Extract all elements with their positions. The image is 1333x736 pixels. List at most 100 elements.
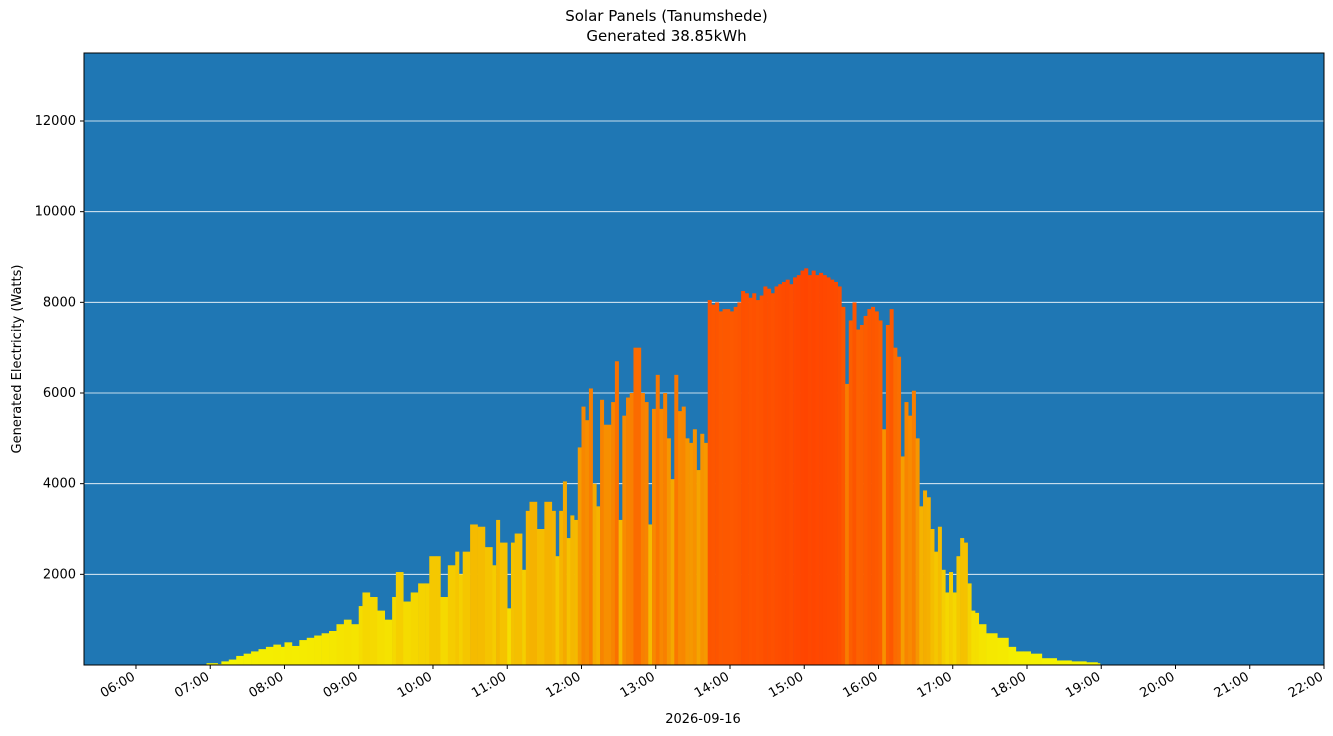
generation-bar [978, 624, 987, 665]
generation-bar [874, 311, 879, 665]
bars-group [206, 268, 1101, 665]
generation-bar [492, 565, 497, 665]
generation-bar [585, 420, 590, 665]
generation-bar [496, 519, 501, 665]
generation-bar [826, 277, 831, 665]
generation-bar [392, 597, 397, 665]
generation-bar [804, 268, 809, 665]
generation-bar [863, 315, 868, 665]
generation-bar [377, 610, 386, 665]
generation-bar [830, 279, 835, 665]
generation-bar [885, 325, 890, 665]
generation-bar [678, 411, 683, 665]
generation-bar [949, 572, 954, 665]
generation-bar [718, 311, 723, 665]
generation-bar [622, 415, 627, 665]
generation-bar [306, 637, 315, 665]
generation-bar [369, 597, 378, 665]
generation-bar [986, 633, 998, 665]
generation-bar [937, 526, 942, 665]
generation-bar [1097, 663, 1101, 665]
chart-title: Solar Panels (Tanumshede) [565, 7, 768, 25]
generation-bar [440, 597, 449, 665]
generation-bar [741, 291, 746, 665]
generation-bar [841, 306, 846, 665]
generation-bar [945, 592, 950, 665]
generation-bar [425, 583, 430, 665]
generation-bar [904, 402, 909, 665]
generation-bar [889, 309, 894, 665]
generation-bar [351, 624, 360, 665]
generation-bar [833, 281, 838, 665]
generation-bar [236, 655, 244, 665]
generation-bar [781, 281, 786, 665]
generation-bar [529, 501, 538, 665]
generation-bar [789, 284, 794, 665]
x-tick-label: 12:00 [544, 669, 584, 701]
plot-frame [83, 52, 1325, 666]
generation-bar [659, 408, 664, 665]
generation-bar [770, 293, 775, 665]
x-tick-label: 10:00 [395, 669, 435, 701]
generation-bar [577, 447, 582, 665]
generation-bar [1030, 653, 1043, 665]
generation-bar [763, 286, 768, 665]
generation-bar [581, 406, 586, 665]
generation-bar [280, 646, 285, 665]
generation-bar [600, 399, 605, 665]
generation-bar [470, 524, 478, 665]
generation-bar [596, 506, 601, 665]
generation-bar [837, 286, 842, 665]
generation-bar [822, 275, 827, 665]
generation-bar [897, 356, 902, 665]
x-tick-label: 08:00 [247, 669, 287, 701]
generation-bar [807, 275, 812, 665]
y-axis: 2000 4000 6000 8000 10000 12000 [35, 114, 84, 582]
generation-bar [729, 311, 735, 665]
generation-bar [544, 501, 553, 665]
generation-bar [522, 569, 527, 665]
generation-bar [273, 644, 282, 665]
y-tick-label: 2000 [43, 567, 76, 582]
generation-bar [514, 533, 523, 665]
generation-bar [908, 415, 913, 665]
generation-bar [926, 497, 931, 665]
generation-bar [652, 408, 657, 665]
generation-bar [284, 642, 293, 665]
generation-bar [633, 347, 642, 665]
generation-bar [525, 510, 530, 665]
x-tick-label: 20:00 [1138, 669, 1178, 701]
generation-bar [733, 306, 738, 665]
generation-bar [893, 347, 898, 665]
generation-bar [778, 284, 783, 665]
generation-bar [856, 329, 861, 665]
generation-bar [845, 383, 850, 665]
generation-bar [588, 388, 593, 665]
generation-bar [722, 309, 731, 665]
generation-bar [655, 374, 660, 665]
generation-bar [674, 374, 679, 665]
generation-bar [871, 306, 876, 665]
generation-bar [715, 302, 720, 665]
y-tick-label: 4000 [43, 477, 76, 492]
generation-bar [1015, 651, 1024, 665]
generation-bar [707, 300, 712, 665]
generation-bar [971, 610, 976, 665]
generation-bar [314, 635, 322, 665]
generation-bar [774, 286, 779, 665]
generation-bar [626, 397, 631, 665]
x-tick-label: 13:00 [618, 669, 658, 701]
y-tick-label: 8000 [43, 295, 76, 310]
generation-bar [403, 601, 412, 665]
generation-bar [759, 295, 764, 665]
generation-bar [819, 272, 824, 665]
gridlines [84, 120, 1324, 575]
generation-bar [477, 526, 486, 665]
generation-bar [1086, 662, 1098, 665]
generation-bar [562, 481, 567, 665]
generation-bar [793, 277, 798, 665]
y-tick-label: 6000 [43, 386, 76, 401]
generation-bar [711, 304, 716, 665]
generation-bar [447, 565, 456, 665]
y-tick-label: 10000 [35, 205, 76, 220]
